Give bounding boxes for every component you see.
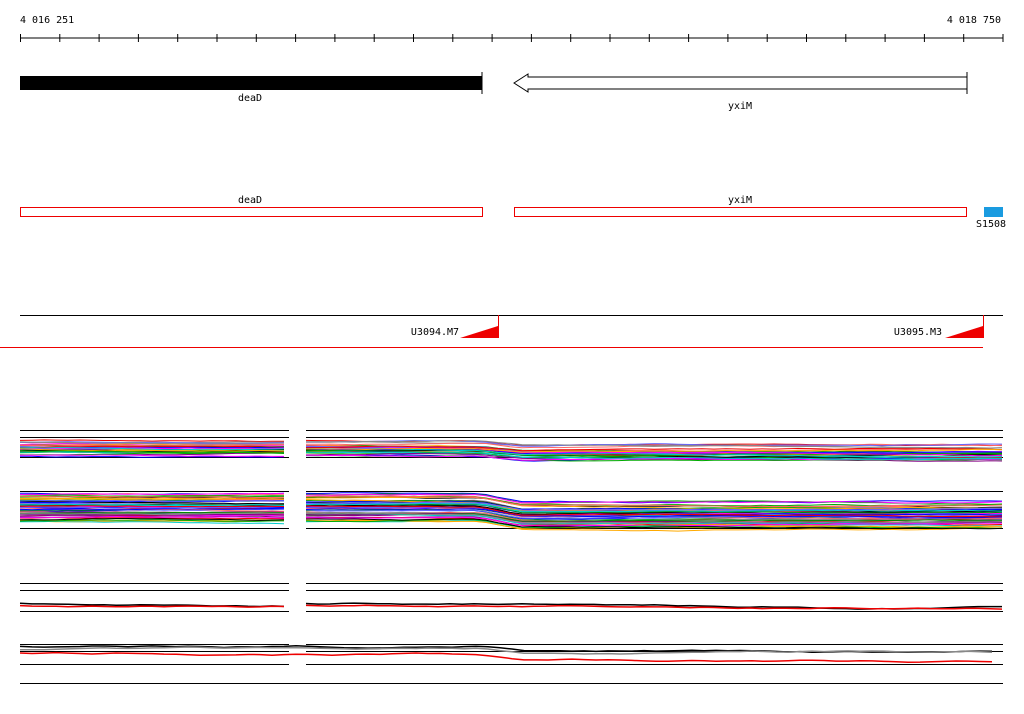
profile-line [19,511,285,515]
profile-line [305,604,1003,610]
profile-line [19,604,285,608]
annotation-label: S1508 [976,219,1006,230]
profile-line [19,495,285,499]
profile-line [305,520,1003,532]
ruler-ticks [20,34,1004,42]
profile-line [306,452,1003,462]
profile-line [19,455,285,458]
profile-line [305,518,1003,529]
annotation[interactable] [514,207,967,217]
profile-line [19,519,284,522]
profile-line [19,447,285,450]
annotation-label: yxiM [728,195,752,206]
profile-line [19,454,284,457]
gene-label: deaD [238,93,262,104]
profile-line [19,499,285,502]
profile-line [19,518,285,521]
profile-line [19,441,285,444]
profile-line [20,445,285,448]
ruler-end: 4 018 750 [947,15,1001,26]
profile-line [19,651,993,663]
profile-line [305,440,1003,449]
profile-line [305,508,1003,519]
profile-line [305,503,1003,514]
profile-line [19,448,285,452]
profile-line [306,439,1003,447]
profile-line [19,512,285,516]
annotation[interactable] [20,207,483,217]
profile-line [20,506,285,509]
gene-label: yxiM [728,101,752,112]
gene-deaD[interactable] [20,76,482,90]
profile-line [305,505,1003,518]
profile-line [305,499,1003,511]
profile-line [305,447,1003,458]
profile-line [19,602,285,608]
expression-tracks [19,430,1003,684]
profile-line [305,504,1003,515]
profile-line [19,646,993,655]
profile-line [19,450,285,454]
profile-line [19,441,285,445]
profile-line [305,450,1003,461]
profile-line [19,500,284,505]
profile-line [305,495,1003,508]
profile-line [19,443,285,447]
segment-label: U3094.M7 [411,327,459,338]
profile-line [305,445,1003,452]
profile-line [305,448,1003,453]
segment-marker[interactable] [460,326,498,338]
profile-line [19,492,285,496]
profile-line [19,520,285,525]
annotation[interactable] [984,207,1003,217]
profile-line [19,497,285,501]
profile-line [306,518,1003,530]
profile-line [305,502,1003,513]
profile-line [19,503,285,507]
profile-line [19,439,284,443]
profile-line [19,515,285,519]
profile-line [305,493,1003,504]
profile-line [19,447,285,451]
segment-label: U3095.M3 [894,327,942,338]
annotation-label: deaD [238,195,262,206]
gene-yxiM[interactable] [513,73,968,93]
segment-marker[interactable] [945,326,983,338]
profile-line [305,500,1003,511]
ruler-start: 4 016 251 [20,15,74,26]
profile-line [19,507,285,511]
profile-line [305,512,1003,524]
